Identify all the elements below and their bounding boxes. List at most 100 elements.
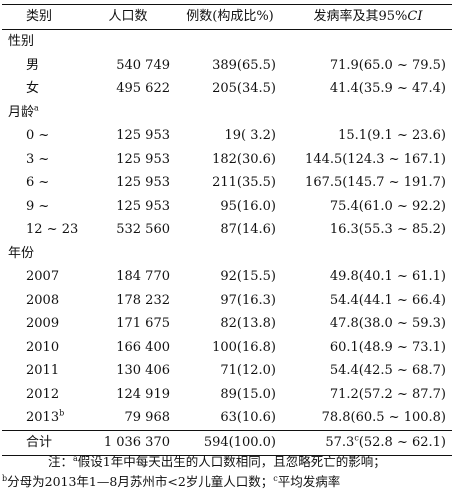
row-cases: 63(10.6) xyxy=(220,410,276,425)
row-label-text: 0 ~ xyxy=(26,128,50,143)
row-label: 2008 xyxy=(2,289,80,313)
row-cases: 82(13.8) xyxy=(220,316,276,331)
row-label-text: 女 xyxy=(26,81,40,96)
header-rate: 发病率及其95%CI xyxy=(284,4,452,30)
row-cases: 19( 3.2) xyxy=(224,128,277,143)
row-rate: 49.8(40.1 ~ 61.1) xyxy=(329,269,446,284)
row-rate: 71.9(65.0 ~ 79.5) xyxy=(329,57,446,73)
table-row: 2010 166 400 100(16.8) 60.1(48.9 ~ 73.1) xyxy=(2,336,452,360)
table-row: 6 ~ 125 953 211(35.5) 167.5(145.7 ~ 191.7) xyxy=(2,171,452,195)
row-label: 3 ~ xyxy=(2,148,80,172)
total-rate-sup: c xyxy=(354,433,359,443)
row-population: 125 953 xyxy=(116,198,170,214)
table-row: 12 ~ 23 532 560 87(14.6) 16.3(55.3 ~ 85.2) xyxy=(2,218,452,242)
total-rate-ci: (52.8 ~ 62.1) xyxy=(358,434,446,450)
row-label: 12 ~ 23 xyxy=(2,218,80,242)
row-label: 男 xyxy=(2,54,80,78)
total-population: 1 036 370 xyxy=(80,429,176,456)
row-cases: 100(16.8) xyxy=(212,339,276,355)
row-label: 2007 xyxy=(2,265,80,289)
row-cases: 182(30.6) xyxy=(212,151,276,167)
row-population: 125 953 xyxy=(116,128,170,143)
row-population: 495 622 xyxy=(116,81,170,96)
row-label: 2010 xyxy=(2,336,80,360)
row-label: 2012 xyxy=(2,383,80,407)
row-cases: 92(15.5) xyxy=(220,269,276,284)
note-line-2: b分母为2013年1—8月苏州市<2岁儿童人口数；c平均发病率 xyxy=(2,472,452,492)
note-b-text: 分母为2013年1—8月苏州市<2岁儿童人口数； xyxy=(7,474,274,489)
header-category: 类别 xyxy=(2,4,80,30)
header-cases: 例数(构成比%) xyxy=(176,4,284,30)
row-cases: 389(65.5) xyxy=(212,57,276,73)
row-population: 125 953 xyxy=(116,175,170,190)
group-label-sup: a xyxy=(34,103,39,113)
total-label: 合计 xyxy=(2,429,80,456)
header-rate-ci: CI xyxy=(407,9,423,25)
total-rate-value: 57.3 xyxy=(325,434,355,450)
group-label: 性别 xyxy=(2,30,452,54)
row-label-text: 2010 xyxy=(26,339,60,355)
row-rate: 71.2(57.2 ~ 87.7) xyxy=(329,386,446,402)
group-label: 年份 xyxy=(2,242,452,266)
row-population: 540 749 xyxy=(116,57,170,73)
row-cases: 95(16.0) xyxy=(220,198,276,214)
group-label-text: 月龄 xyxy=(8,104,35,120)
table-row: 2008 178 232 97(16.3) 54.4(44.1 ~ 66.4) xyxy=(2,289,452,313)
row-population: 130 406 xyxy=(116,363,170,378)
row-cases: 89(15.0) xyxy=(220,386,276,402)
group-label-text: 性别 xyxy=(8,34,35,49)
table-row: 2013b 79 968 63(10.6) 78.8(60.5 ~ 100.8) xyxy=(2,406,452,430)
row-cases: 211(35.5) xyxy=(212,175,276,190)
group-row: 年份 xyxy=(2,242,452,266)
row-rate: 41.4(35.9 ~ 47.4) xyxy=(329,81,446,96)
table-row: 2007 184 770 92(15.5) 49.8(40.1 ~ 61.1) xyxy=(2,265,452,289)
note-a-sup: a xyxy=(73,453,78,463)
table-row: 3 ~ 125 953 182(30.6) 144.5(124.3 ~ 167.1) xyxy=(2,148,452,172)
row-label: 6 ~ xyxy=(2,171,80,195)
row-rate: 144.5(124.3 ~ 167.1) xyxy=(305,151,446,167)
table-body: 性别男 540 749 389(65.5) 71.9(65.0 ~ 79.5) 女 495… xyxy=(2,30,452,431)
row-population: 532 560 xyxy=(116,222,170,237)
row-label: 女 xyxy=(2,77,80,101)
note-a-text: 假设1年中每天出生的人口数相同，且忽略死亡的影响； xyxy=(77,454,386,469)
table-row: 2012 124 919 89(15.0) 71.2(57.2 ~ 87.7) xyxy=(2,383,452,407)
table-row: 2009 171 675 82(13.8) 47.8(38.0 ~ 59.3) xyxy=(2,312,452,336)
row-cases: 71(12.0) xyxy=(220,363,276,378)
table-row: 男 540 749 389(65.5) 71.9(65.0 ~ 79.5) xyxy=(2,54,452,78)
group-label: 月龄a xyxy=(2,101,452,125)
row-label-text: 2012 xyxy=(26,386,60,402)
row-population: 166 400 xyxy=(116,339,170,355)
row-label: 9 ~ xyxy=(2,195,80,219)
row-rate: 16.3(55.3 ~ 85.2) xyxy=(329,222,446,237)
group-row: 月龄a xyxy=(2,101,452,125)
row-label-text: 2013 xyxy=(26,410,60,425)
note-c-text: 平均发病率 xyxy=(277,474,341,489)
row-label-text: 3 ~ xyxy=(26,151,50,167)
row-rate: 75.4(61.0 ~ 92.2) xyxy=(329,198,446,214)
row-cases: 87(14.6) xyxy=(220,222,276,237)
table-row: 女 495 622 205(34.5) 41.4(35.9 ~ 47.4) xyxy=(2,77,452,101)
row-label: 2011 xyxy=(2,359,80,383)
row-population: 178 232 xyxy=(116,292,170,308)
row-rate: 167.5(145.7 ~ 191.7) xyxy=(305,175,446,190)
note-b-sup: b xyxy=(2,473,8,483)
row-cases: 97(16.3) xyxy=(220,292,276,308)
row-label-text: 12 ~ 23 xyxy=(26,222,79,237)
row-population: 125 953 xyxy=(116,151,170,167)
row-rate: 60.1(48.9 ~ 73.1) xyxy=(329,339,446,355)
row-label: 2009 xyxy=(2,312,80,336)
row-label-text: 2011 xyxy=(26,363,60,378)
total-cases: 594(100.0) xyxy=(176,429,284,456)
row-label: 0 ~ xyxy=(2,124,80,148)
table-total-row: 合计 1 036 370 594(100.0) 57.3c(52.8 ~ 62.… xyxy=(2,429,452,456)
row-label-sup: b xyxy=(59,408,65,418)
row-rate: 47.8(38.0 ~ 59.3) xyxy=(329,316,446,331)
row-rate: 54.4(42.5 ~ 68.7) xyxy=(329,363,446,378)
row-population: 184 770 xyxy=(116,269,170,284)
header-population: 人口数 xyxy=(80,4,176,30)
row-rate: 54.4(44.1 ~ 66.4) xyxy=(329,292,446,308)
header-rate-prefix: 发病率及其95% xyxy=(313,9,408,25)
row-cases: 205(34.5) xyxy=(212,81,276,96)
row-rate: 78.8(60.5 ~ 100.8) xyxy=(321,410,446,425)
